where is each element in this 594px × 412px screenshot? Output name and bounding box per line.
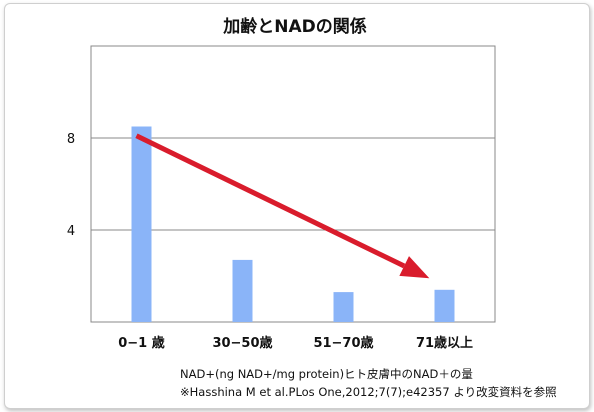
y-tick-label: 8 [67, 132, 75, 147]
plot-area [90, 45, 496, 323]
trend-arrow-shaft [135, 133, 406, 269]
trend-arrow-head [399, 256, 430, 279]
note-source: ※Hasshina M et al.PLos One,2012;7(7);e42… [180, 385, 557, 399]
bar [131, 126, 152, 322]
chart-title: 加齢とNADの関係 [222, 16, 367, 37]
y-tick-label: 4 [67, 224, 75, 239]
y-axis-ticks: 48 [67, 132, 75, 239]
bar [333, 292, 354, 322]
bar [434, 289, 455, 322]
bars [131, 126, 455, 322]
bar [232, 259, 253, 322]
x-tick-label: 30−50歳 [212, 335, 272, 351]
x-tick-label: 51−70歳 [313, 335, 373, 351]
gridlines [91, 137, 495, 231]
x-axis-labels: 0−1 歳 30−50歳 51−70歳 71歳以上 [118, 335, 473, 351]
x-tick-label: 71歳以上 [416, 335, 473, 351]
trend-arrow [135, 133, 430, 279]
bar-chart: 加齢とNADの関係 48 0−1 歳 30−50歳 51−70歳 71歳以上 [67, 16, 496, 351]
note-units: NAD+(ng NAD+/mg protein)ヒト皮膚中のNAD＋の量 [180, 367, 473, 381]
x-tick-label: 0−1 歳 [118, 335, 165, 351]
